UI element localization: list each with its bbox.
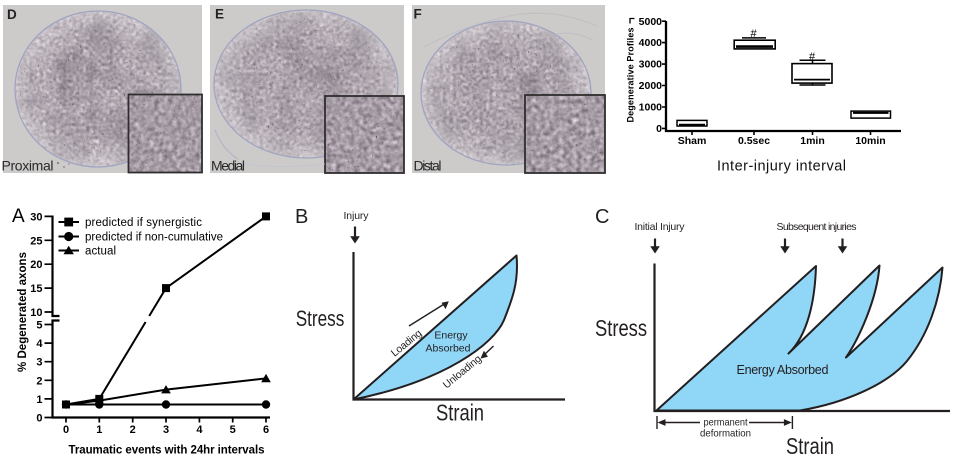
svg-text:5: 5 — [36, 320, 42, 332]
svg-text:Traumatic events with 24hr int: Traumatic events with 24hr intervals — [69, 445, 265, 457]
svg-text:3: 3 — [36, 357, 42, 369]
svg-text:3: 3 — [163, 424, 169, 436]
svg-text:B: B — [295, 206, 308, 228]
svg-text:0: 0 — [656, 123, 662, 135]
svg-text:1: 1 — [36, 394, 42, 406]
svg-text:Strain: Strain — [436, 401, 484, 426]
svg-text:2: 2 — [36, 375, 42, 387]
svg-text:deformation: deformation — [700, 428, 751, 440]
svg-text:5: 5 — [230, 424, 236, 436]
svg-text:% Degenerated axons: % Degenerated axons — [17, 252, 29, 372]
svg-text:10min: 10min — [855, 135, 885, 147]
svg-text:Absorbed: Absorbed — [426, 343, 471, 355]
svg-text:#: # — [809, 51, 816, 63]
svg-text:1000: 1000 — [639, 102, 663, 114]
svg-text:#: # — [750, 28, 757, 40]
svg-text:permanent: permanent — [704, 417, 748, 429]
svg-text:1min: 1min — [800, 135, 825, 147]
svg-text:Proximal: Proximal — [2, 158, 54, 174]
svg-text:0: 0 — [63, 424, 69, 436]
svg-text:A: A — [12, 206, 25, 227]
svg-text:Subsequent injuries: Subsequent injuries — [777, 221, 857, 233]
svg-text:Sham: Sham — [678, 135, 707, 147]
svg-text:2: 2 — [130, 424, 136, 436]
svg-text:1: 1 — [96, 424, 102, 436]
svg-text:D: D — [7, 7, 17, 22]
svg-text:Medial: Medial — [211, 158, 245, 174]
svg-text:predicted if non-cumulative: predicted if non-cumulative — [85, 232, 223, 244]
svg-text:6: 6 — [263, 424, 269, 436]
svg-text:10: 10 — [30, 307, 42, 319]
svg-text:5000: 5000 — [639, 16, 663, 28]
svg-text:Distal: Distal — [414, 158, 442, 174]
svg-text:4000: 4000 — [639, 37, 663, 49]
svg-text:30: 30 — [30, 211, 42, 223]
svg-text:Initial Injury: Initial Injury — [635, 221, 686, 233]
svg-text:0: 0 — [36, 413, 42, 425]
svg-text:0.5sec: 0.5sec — [738, 135, 770, 147]
svg-text:25: 25 — [30, 235, 42, 247]
svg-text:15: 15 — [30, 283, 42, 295]
svg-text:Stress: Stress — [296, 307, 345, 332]
svg-text:Degenerative Profiles: Degenerative Profiles — [626, 28, 636, 123]
svg-text:2000: 2000 — [639, 80, 663, 92]
svg-text:Energy: Energy — [434, 330, 468, 342]
svg-text:4: 4 — [196, 424, 203, 436]
svg-text:Injury: Injury — [344, 210, 370, 222]
svg-text:3000: 3000 — [639, 59, 663, 71]
svg-text:actual: actual — [85, 246, 116, 258]
svg-text:F: F — [414, 7, 422, 22]
svg-text:Inter-injury interval: Inter-injury interval — [717, 159, 846, 175]
svg-text:Strain: Strain — [786, 434, 834, 458]
svg-text:predicted if synergistic: predicted if synergistic — [85, 217, 202, 229]
svg-text:20: 20 — [30, 259, 42, 271]
svg-text:E: E — [215, 7, 224, 22]
svg-text:Energy Absorbed: Energy Absorbed — [737, 363, 829, 377]
svg-text:4: 4 — [36, 338, 43, 350]
svg-text:C: C — [595, 206, 609, 228]
svg-text:Stress: Stress — [595, 316, 647, 341]
